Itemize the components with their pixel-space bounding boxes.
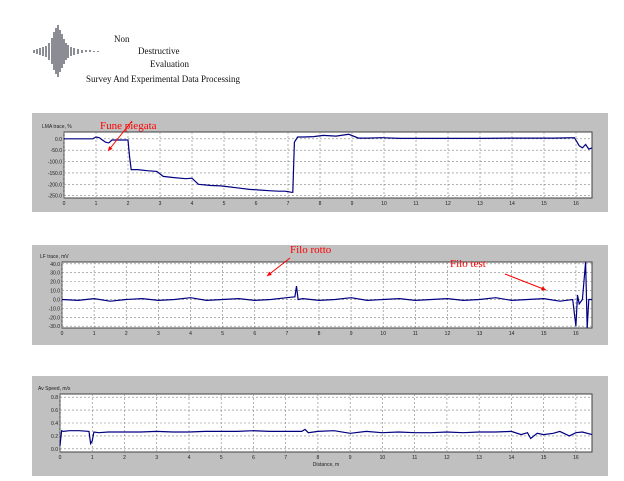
x-tick-label: 7 xyxy=(287,201,290,207)
x-tick-label: 5 xyxy=(223,201,226,207)
annotation-label: Filo rotto xyxy=(290,244,332,256)
series-line xyxy=(61,261,592,329)
y-axis-label: Av Speed, m/s xyxy=(38,386,71,392)
y-tick-label: 0.0 xyxy=(55,137,62,143)
x-tick-label: 14 xyxy=(509,201,515,207)
y-tick-label: 20.0 xyxy=(50,280,60,286)
x-tick-label: 0 xyxy=(61,331,64,337)
x-tick-label: 9 xyxy=(349,455,352,461)
y-axis-label: LMA trace, % xyxy=(42,124,72,130)
x-tick-label: 9 xyxy=(350,331,353,337)
app-header: Non Destructive Evaluation Survey And Ex… xyxy=(0,0,624,100)
x-tick-label: 1 xyxy=(93,331,96,337)
y-tick-label: 30.0 xyxy=(50,271,60,277)
annotation-arrow xyxy=(266,257,291,277)
y-tick-label: 0.0 xyxy=(53,297,60,303)
annotation-arrowhead xyxy=(108,146,113,151)
x-tick-label: 14 xyxy=(509,331,515,337)
y-tick-label: -250.0 xyxy=(48,194,62,200)
x-tick-label: 2 xyxy=(123,455,126,461)
x-tick-label: 6 xyxy=(252,455,255,461)
y-tick-label: 40.0 xyxy=(50,262,60,268)
x-tick-label: 10 xyxy=(380,331,386,337)
x-tick-label: 2 xyxy=(125,331,128,337)
x-tick-label: 1 xyxy=(91,455,94,461)
x-tick-label: 16 xyxy=(573,331,579,337)
x-tick-label: 8 xyxy=(318,331,321,337)
x-tick-label: 4 xyxy=(189,331,192,337)
x-tick-label: 16 xyxy=(573,201,579,207)
waveform-logo-icon xyxy=(33,25,99,77)
x-tick-label: 3 xyxy=(155,455,158,461)
annotation-arrowhead xyxy=(267,271,272,276)
x-tick-label: 5 xyxy=(221,331,224,337)
x-tick-label: 12 xyxy=(444,455,450,461)
y-tick-label: -50.0 xyxy=(51,148,63,154)
x-tick-label: 12 xyxy=(445,201,451,207)
x-tick-label: 11 xyxy=(412,455,417,461)
x-tick-label: 13 xyxy=(477,201,483,207)
x-tick-label: 15 xyxy=(541,455,547,461)
header-line-2: Destructive xyxy=(138,46,180,56)
x-tick-label: 0 xyxy=(59,455,62,461)
x-tick-label: 16 xyxy=(573,455,579,461)
series-line xyxy=(64,133,593,193)
x-tick-label: 3 xyxy=(157,331,160,337)
y-tick-label: 0.8 xyxy=(51,395,58,401)
series-line xyxy=(59,428,593,446)
y-tick-label: -100.0 xyxy=(48,160,62,166)
y-tick-label: -10.0 xyxy=(49,306,61,312)
x-tick-label: 8 xyxy=(317,455,320,461)
x-tick-label: 4 xyxy=(188,455,191,461)
x-tick-label: 15 xyxy=(541,201,547,207)
y-tick-label: 10.0 xyxy=(50,289,60,295)
y-tick-label: -150.0 xyxy=(48,171,62,177)
x-tick-label: 2 xyxy=(127,201,130,207)
x-tick-label: 9 xyxy=(351,201,354,207)
x-tick-label: 0 xyxy=(63,201,66,207)
x-tick-label: 12 xyxy=(445,331,451,337)
annotation-arrowhead xyxy=(541,286,546,291)
y-tick-label: -30.0 xyxy=(49,324,61,330)
x-tick-label: 8 xyxy=(319,201,322,207)
y-tick-label: 0.6 xyxy=(51,408,58,414)
y-tick-label: -20.0 xyxy=(49,315,61,321)
annotation-arrow xyxy=(107,120,133,152)
y-axis-label: LF trace, mV xyxy=(40,254,69,260)
x-tick-label: 13 xyxy=(476,455,482,461)
y-tick-label: 0.0 xyxy=(51,447,58,453)
x-tick-label: 7 xyxy=(284,455,287,461)
x-tick-label: 10 xyxy=(380,455,386,461)
header-subtitle: Survey And Experimental Data Processing xyxy=(86,74,240,84)
x-tick-label: 6 xyxy=(255,201,258,207)
x-tick-label: 1 xyxy=(95,201,98,207)
x-tick-label: 10 xyxy=(381,201,387,207)
y-tick-label: 0.2 xyxy=(51,434,58,440)
x-tick-label: 11 xyxy=(413,331,418,337)
x-tick-label: 11 xyxy=(413,201,418,207)
x-tick-label: 4 xyxy=(191,201,194,207)
x-tick-label: 6 xyxy=(253,331,256,337)
x-tick-label: 13 xyxy=(477,331,483,337)
y-tick-label: -200.0 xyxy=(48,182,62,188)
x-tick-label: 5 xyxy=(220,455,223,461)
header-line-1: Non xyxy=(114,34,130,44)
x-axis-label: Distance, m xyxy=(313,462,339,468)
x-tick-label: 7 xyxy=(285,331,288,337)
annotation-label: Filo test xyxy=(450,258,486,270)
header-line-3: Evaluation xyxy=(150,59,189,69)
x-tick-label: 15 xyxy=(541,331,547,337)
x-tick-label: 3 xyxy=(159,201,162,207)
annotation-arrow xyxy=(504,273,547,291)
x-tick-label: 14 xyxy=(509,455,515,461)
y-tick-label: 0.4 xyxy=(51,421,58,427)
